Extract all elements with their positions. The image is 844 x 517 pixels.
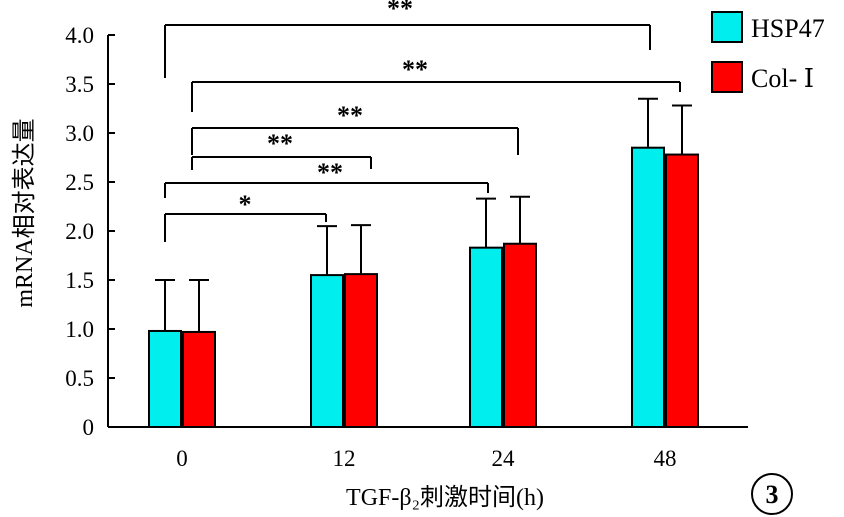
bar <box>148 329 182 428</box>
y-tick-label: 3.0 <box>65 121 94 146</box>
bars <box>148 146 699 428</box>
significance-label: ** <box>267 129 293 158</box>
y-tick-label: 3.5 <box>65 72 94 97</box>
x-tick-label: 24 <box>492 446 516 471</box>
significance-label: ** <box>317 158 343 187</box>
panel-label-text: 3 <box>766 480 779 509</box>
significance-label: ** <box>387 0 413 23</box>
panel-label-circle <box>751 473 793 515</box>
significance-label: * <box>239 190 252 219</box>
x-tick-label: 0 <box>176 446 188 471</box>
x-tick-label: 12 <box>333 446 356 471</box>
significance-label: ** <box>337 101 363 130</box>
y-tick-label: 4.0 <box>65 23 94 48</box>
y-axis-title: mRNA相对表达量 <box>11 118 38 307</box>
legend-swatch <box>711 11 743 43</box>
y-tick-label: 1.0 <box>65 317 94 342</box>
y-tick-label: 1.5 <box>65 268 94 293</box>
bar <box>631 146 665 428</box>
legend-label: Col- Ⅰ <box>751 64 814 93</box>
x-tick-label: 48 <box>654 446 677 471</box>
legend-swatch <box>711 61 743 93</box>
bar <box>503 242 537 428</box>
y-tick-label: 2.0 <box>65 219 94 244</box>
y-tick-label: 0.5 <box>65 366 94 391</box>
error-bars <box>155 97 692 332</box>
panel-label: 3 <box>751 473 793 515</box>
significance-label: ** <box>402 55 428 84</box>
y-tick-label: 0 <box>83 415 95 440</box>
x-axis-title: TGF-β₂刺激时间(h) <box>346 484 544 511</box>
y-tick-label: 2.5 <box>65 170 94 195</box>
axes: 0 0.5 1.0 1.5 2.0 2.5 3.0 3.5 4.0 0 12 24 48 <box>65 23 748 471</box>
bar <box>344 273 378 428</box>
significance-brackets: *********** <box>164 0 681 242</box>
bar <box>469 246 503 428</box>
legend: HSP47 Col- Ⅰ <box>711 11 825 93</box>
bar <box>182 330 216 428</box>
legend-label: HSP47 <box>751 14 825 43</box>
bar <box>310 274 344 428</box>
bar <box>665 153 699 428</box>
